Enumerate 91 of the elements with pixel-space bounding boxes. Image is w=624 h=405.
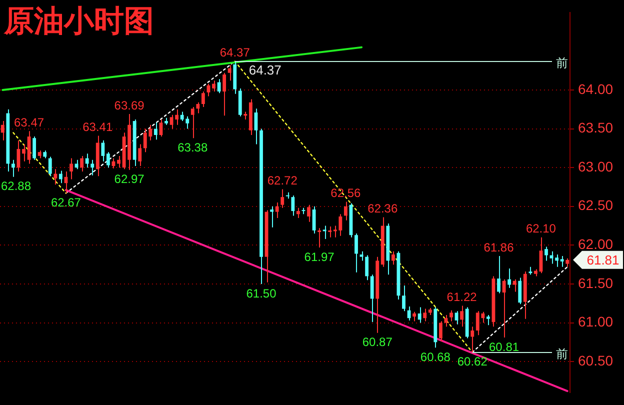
chart-title: 原油小时图	[4, 4, 154, 40]
candlestick	[344, 201, 348, 221]
annotation: 63.38	[178, 140, 208, 154]
candlestick	[460, 305, 464, 328]
annotation: 64.37	[220, 46, 250, 60]
candlestick	[228, 64, 232, 82]
annotation: 62.88	[1, 179, 32, 194]
annotation: 63.47	[14, 115, 44, 130]
candlestick	[48, 156, 52, 177]
annotation: 60.62	[457, 354, 488, 369]
y-tick-label: 61.00	[578, 314, 614, 330]
candlestick	[450, 310, 453, 322]
candlestick	[412, 311, 416, 322]
candlestick	[438, 320, 442, 342]
candlestick	[328, 226, 332, 238]
candlestick	[318, 228, 322, 248]
candlestick	[138, 144, 142, 167]
ref-line-label: 前	[556, 346, 568, 361]
candlestick	[560, 256, 564, 268]
candlestick	[270, 206, 274, 228]
candlestick	[175, 108, 179, 126]
y-tick-label: 62.50	[578, 197, 614, 214]
candlestick	[80, 155, 84, 172]
annotation: 60.81	[489, 340, 520, 354]
annotation: 63.41	[82, 120, 113, 134]
candlestick	[58, 170, 62, 184]
annotation: 61.22	[446, 290, 478, 304]
y-tick-label: 61.50	[578, 274, 614, 291]
candlestick	[391, 250, 395, 266]
candlestick	[222, 72, 226, 116]
candlestick	[170, 114, 174, 130]
candlestick	[518, 277, 522, 305]
candlestick	[402, 285, 406, 312]
candlestick	[106, 152, 110, 168]
candlestick	[291, 195, 295, 216]
candlestick	[0, 120, 4, 141]
annotation: 61.50	[246, 286, 277, 300]
candlestick	[365, 254, 369, 281]
candlestick	[322, 225, 326, 240]
text: 61.81	[586, 252, 620, 268]
candlestick	[470, 326, 474, 353]
candlestick	[296, 207, 300, 219]
y-tick-label: 64.00	[578, 80, 614, 97]
annotation: 64.37	[248, 62, 282, 78]
candlestick	[70, 158, 73, 180]
annotation: 62.36	[368, 202, 398, 216]
candlestick	[196, 102, 200, 114]
candlestick	[486, 314, 490, 326]
candlestick	[354, 233, 358, 273]
candlestick	[190, 106, 194, 139]
candlestick	[370, 274, 374, 322]
candlestick	[280, 188, 284, 208]
candlestick	[117, 155, 120, 168]
candlestick	[74, 159, 78, 170]
candlestick	[22, 144, 26, 162]
candlestick	[555, 254, 559, 268]
candlestick	[423, 308, 427, 322]
candlestick	[11, 159, 15, 178]
y-tick-label: 63.50	[578, 120, 614, 136]
candlestick	[512, 278, 516, 292]
candlestick	[154, 122, 158, 140]
candlestick	[544, 246, 548, 262]
ref-line-label: 前	[556, 56, 568, 70]
annotation: 62.72	[267, 174, 298, 188]
candlestick	[497, 256, 500, 294]
candlestick	[90, 159, 94, 176]
candlestick	[454, 310, 458, 325]
candlestick	[444, 314, 448, 328]
annotation: 60.87	[362, 335, 393, 350]
candlestick	[508, 268, 512, 288]
annotation: 60.68	[420, 350, 451, 364]
candlestick	[275, 202, 279, 219]
candlestick	[32, 136, 36, 160]
candlestick	[201, 91, 205, 108]
annotation: 62.10	[526, 222, 556, 236]
candlestick	[85, 153, 89, 168]
annotation: 62.97	[114, 172, 145, 186]
y-tick-label: 63.00	[578, 158, 614, 174]
candlestick	[307, 204, 310, 222]
annotation: 62.67	[50, 196, 82, 210]
candlestick	[360, 250, 364, 262]
y-tick-label: 60.50	[578, 352, 614, 368]
annotation: 61.86	[484, 240, 514, 254]
candlestick	[54, 168, 58, 186]
candlestick	[418, 306, 422, 324]
y-tick-label: 62.00	[578, 236, 614, 252]
annotation: 61.97	[304, 250, 335, 264]
annotation: 63.69	[114, 98, 145, 112]
candlestick	[101, 140, 105, 162]
candlestick	[212, 80, 216, 92]
annotation: 62.56	[330, 186, 362, 200]
